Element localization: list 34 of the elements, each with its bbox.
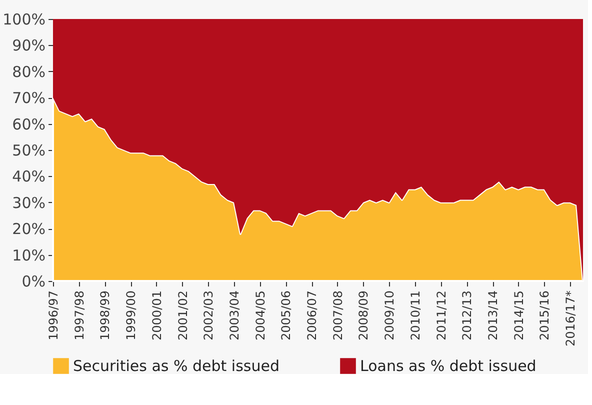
- x-tick-label: 2014/15: [512, 290, 526, 340]
- x-tick-label: 2008/09: [356, 290, 371, 340]
- x-tick-label: 2004/05: [253, 290, 268, 340]
- x-tick-label: 1999/00: [124, 290, 138, 340]
- x-tick-label: 2015/16: [538, 290, 552, 340]
- y-tick-label: 70%: [12, 89, 46, 108]
- x-tick-label: 2005/06: [279, 290, 294, 340]
- x-tick-label: 2003/04: [227, 290, 242, 340]
- x-tick-label: 2013/14: [486, 290, 500, 340]
- x-tick-label: 2007/08: [330, 290, 345, 340]
- x-tick-label: 2002/03: [202, 290, 216, 340]
- legend-label: Loans as % debt issued: [360, 357, 536, 375]
- y-tick-label: 40%: [12, 168, 46, 186]
- y-tick-label: 50%: [12, 142, 46, 160]
- y-tick-label: 30%: [12, 194, 46, 212]
- x-tick-label: 2001/02: [176, 290, 190, 340]
- x-tick-label: 2006/07: [305, 290, 320, 340]
- x-tick-label: 2009/10: [382, 290, 397, 340]
- y-tick-label: 20%: [12, 220, 46, 238]
- y-tick-label: 10%: [12, 246, 46, 264]
- x-tick-label: 1998/99: [98, 290, 112, 340]
- x-tick-label: 2000/01: [150, 290, 164, 340]
- y-tick-label: 80%: [12, 62, 46, 81]
- x-tick-label: 1997/98: [72, 290, 86, 340]
- x-tick-label: 2016/17*: [564, 290, 578, 346]
- x-tick-label: 2012/13: [460, 290, 474, 340]
- x-tick-label: 2010/11: [408, 290, 422, 340]
- y-tick-label: 100%: [2, 10, 46, 28]
- y-tick-label: 0%: [22, 272, 46, 290]
- legend-label: Securities as % debt issued: [73, 357, 280, 375]
- y-tick-label: 60%: [12, 115, 46, 134]
- x-tick-label: 1996/97: [46, 290, 60, 340]
- x-tick-label: 2011/12: [434, 290, 448, 340]
- y-tick-label: 90%: [12, 36, 46, 55]
